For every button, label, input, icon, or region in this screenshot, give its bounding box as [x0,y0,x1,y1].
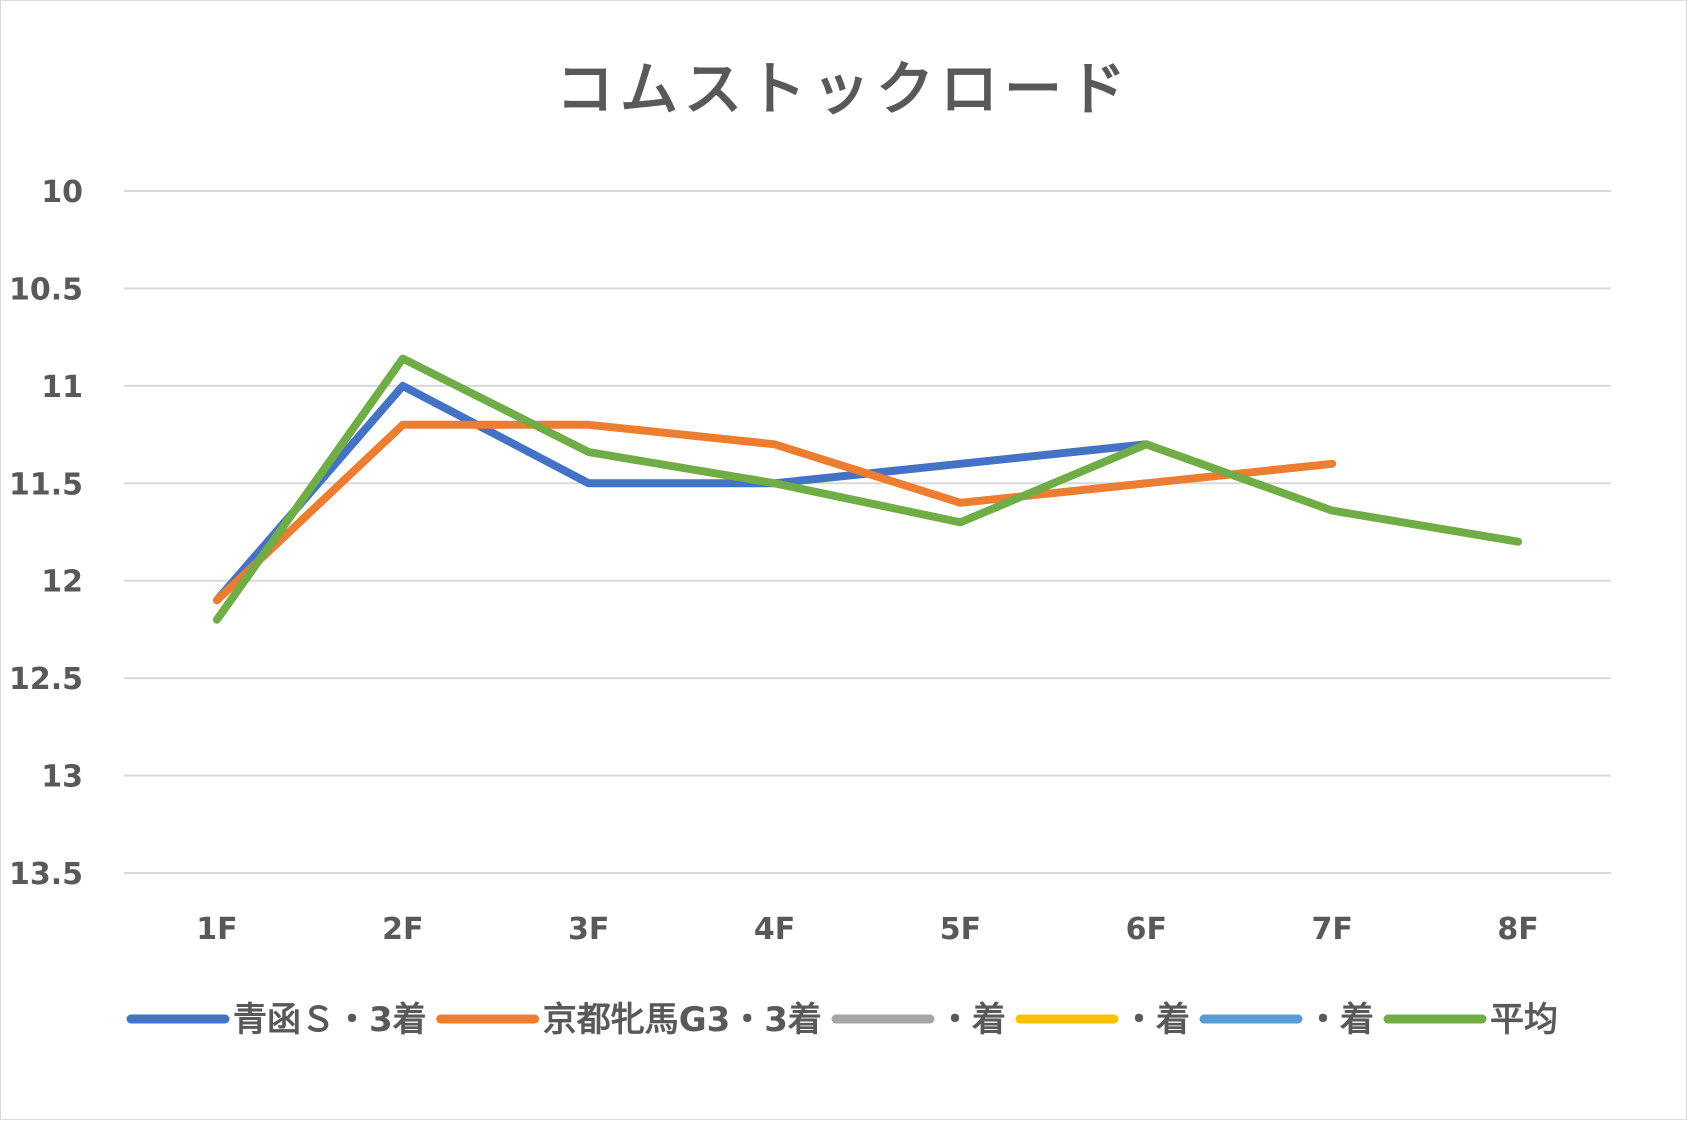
series-line-1 [212,420,1337,605]
legend-label: ・着 [1122,1000,1190,1040]
series-line-0 [212,381,1151,605]
y-tick-label: 10 [41,175,83,210]
x-tick-label: 1F [196,912,237,947]
y-tick-label: 12.5 [9,662,83,697]
x-axis-ticks: 1F 2F 3F 4F 5F 6F 7F 8F [196,912,1539,947]
x-tick-label: 8F [1497,912,1538,947]
legend-label: ・着 [1306,1000,1374,1040]
x-tick-label: 7F [1312,912,1353,947]
x-tick-label: 3F [568,912,609,947]
y-tick-label: 10.5 [9,272,83,307]
legend-label: 青函Ｓ・3着 [233,1000,427,1040]
x-tick-label: 2F [382,912,423,947]
legend-item: 京都牝馬G3・3着 [436,1000,822,1040]
chart-title: コムストックロード [556,55,1132,123]
legend-item: 青函Ｓ・3着 [126,1000,427,1040]
y-tick-label: 13.5 [9,857,83,892]
legend-item: 平均 [1383,1000,1558,1040]
x-tick-label: 6F [1126,912,1167,947]
legend-item: ・着 [1199,1000,1374,1040]
y-tick-label: 11.5 [9,467,83,502]
y-tick-label: 11 [41,370,83,405]
legend-label: 京都牝馬G3・3着 [543,1000,822,1040]
series-lines [212,354,1523,624]
legend: 青函Ｓ・3着 京都牝馬G3・3着 ・着 ・着 ・着 平均 [126,1000,1558,1040]
legend-item: ・着 [831,1000,1006,1040]
y-tick-label: 12 [41,565,83,600]
legend-label: 平均 [1490,1000,1558,1040]
x-tick-label: 4F [754,912,795,947]
legend-label: ・着 [938,1000,1006,1040]
legend-item: ・着 [1015,1000,1190,1040]
y-axis-ticks: 10 10.5 11 11.5 12 12.5 13 13.5 [9,175,83,892]
gridlines [124,190,1611,874]
x-tick-label: 5F [940,912,981,947]
series-line-5 [212,354,1523,624]
y-tick-label: 13 [41,760,83,795]
